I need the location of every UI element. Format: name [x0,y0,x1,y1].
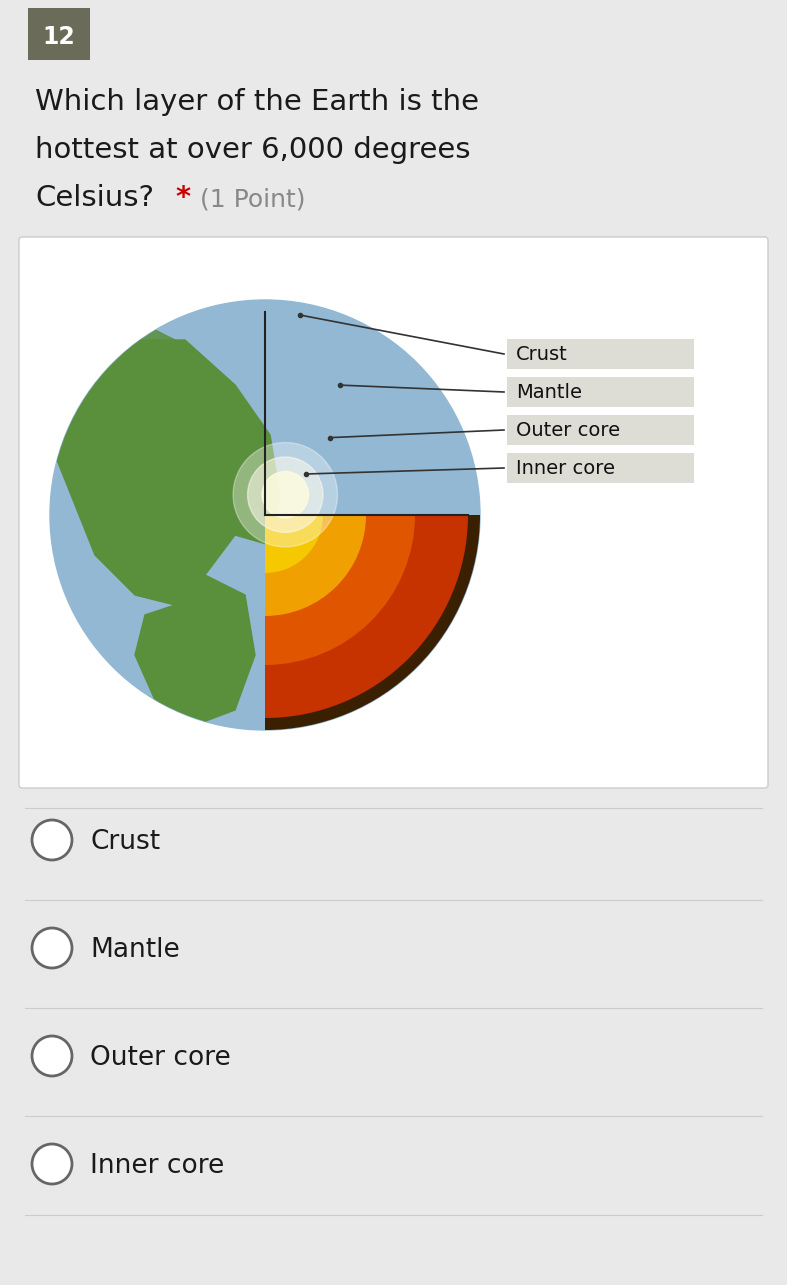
Wedge shape [265,515,468,718]
Polygon shape [135,574,255,725]
FancyBboxPatch shape [19,236,768,788]
FancyBboxPatch shape [507,377,694,407]
Text: Outer core: Outer core [516,420,620,439]
Wedge shape [265,515,415,666]
Text: (1 Point): (1 Point) [200,188,305,211]
Text: Inner core: Inner core [90,1153,224,1180]
Text: 12: 12 [42,24,76,49]
Circle shape [32,928,72,968]
Text: Mantle: Mantle [90,937,179,962]
Circle shape [233,442,338,547]
Circle shape [50,299,480,730]
FancyBboxPatch shape [507,415,694,445]
Text: Which layer of the Earth is the: Which layer of the Earth is the [35,87,479,116]
Text: Crust: Crust [90,829,160,855]
Wedge shape [265,515,323,573]
Text: Celsius?: Celsius? [35,184,154,212]
Text: Outer core: Outer core [90,1045,231,1070]
Circle shape [248,457,323,532]
Text: *: * [175,184,190,212]
Circle shape [32,820,72,860]
Polygon shape [110,325,175,365]
Polygon shape [55,341,280,605]
Text: hottest at over 6,000 degrees: hottest at over 6,000 degrees [35,136,471,164]
Circle shape [262,472,309,518]
Wedge shape [265,515,480,730]
FancyBboxPatch shape [28,8,90,60]
Text: Inner core: Inner core [516,459,615,478]
Wedge shape [265,515,366,616]
FancyBboxPatch shape [507,454,694,483]
Circle shape [32,1036,72,1076]
Circle shape [32,1144,72,1183]
FancyBboxPatch shape [507,339,694,369]
Text: Mantle: Mantle [516,383,582,401]
Text: Crust: Crust [516,344,567,364]
